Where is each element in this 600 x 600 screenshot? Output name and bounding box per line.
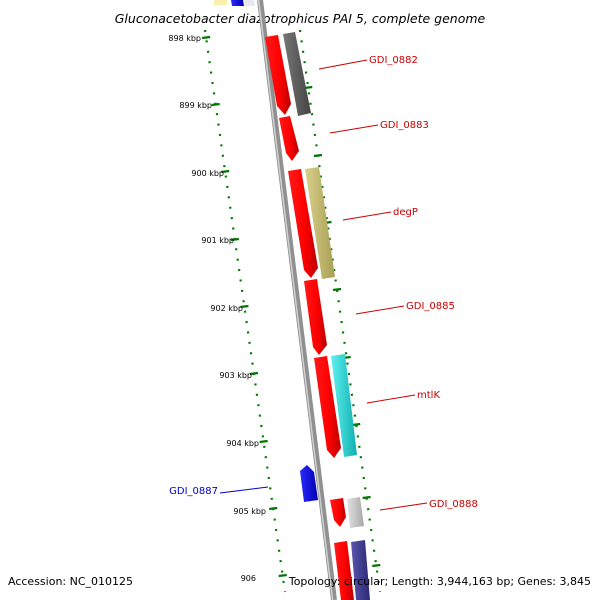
outer-major-tick-7 <box>372 563 381 568</box>
tick-label-906: 906 <box>241 574 256 583</box>
cog-bar-cyan <box>331 354 357 457</box>
gene-label-gdi0882[interactable]: GDI_0882 <box>369 55 418 66</box>
cog-bar-light-gray <box>347 497 364 528</box>
outer-major-tick-1 <box>313 153 323 158</box>
gene-label-gdi0887[interactable]: GDI_0887 <box>169 486 218 497</box>
major-tick-1 <box>211 102 220 107</box>
feature-top-yellow <box>214 0 227 5</box>
gene-label-gdi0885[interactable]: GDI_0885 <box>406 301 455 312</box>
gene-gdi0887[interactable] <box>300 465 318 502</box>
feature-top-white <box>244 0 255 6</box>
major-tick-0 <box>202 35 211 40</box>
topology-summary: Topology: circular; Length: 3,944,163 bp… <box>288 575 591 588</box>
gene-label-mtlk[interactable]: mtlK <box>417 390 440 401</box>
mtlk-leader <box>366 394 416 404</box>
gene-gdi0885[interactable] <box>304 279 327 355</box>
cog-bar-navy <box>351 540 370 600</box>
major-tick-6 <box>259 439 268 444</box>
outer-major-tick-6 <box>362 495 371 500</box>
gene-gdi0888[interactable] <box>330 498 346 527</box>
accession-label: Accession: NC_010125 <box>8 575 134 588</box>
gdi0883-leader <box>329 124 379 134</box>
tick-label-905: 905 kbp <box>233 507 266 516</box>
backbone <box>257 0 337 600</box>
major-tick-2 <box>221 169 230 174</box>
gdi0882-leader <box>318 59 368 70</box>
tick-label-899: 899 kbp <box>179 101 212 110</box>
map-title: Gluconacetobacter diazotrophicus PAI 5, … <box>115 11 486 26</box>
outer-major-tick-3 <box>332 287 342 292</box>
major-tick-4 <box>240 304 249 309</box>
major-tick-3 <box>230 237 240 242</box>
tick-label-903: 903 kbp <box>219 371 252 380</box>
outer-major-tick-5 <box>352 422 361 427</box>
tick-label-901: 901 kbp <box>201 236 234 245</box>
degp-leader <box>342 211 392 221</box>
major-tick-7 <box>269 506 278 511</box>
tick-label-902: 902 kbp <box>210 304 243 313</box>
gene-label-degp[interactable]: degP <box>393 207 418 218</box>
gene-bottom-red <box>334 541 354 600</box>
tick-label-904: 904 kbp <box>226 439 259 448</box>
gdi0887-leader <box>219 486 269 494</box>
gene-gdi0883[interactable] <box>279 116 299 161</box>
gene-mtlk[interactable] <box>314 356 341 458</box>
gene-gdi0882[interactable] <box>265 35 291 115</box>
inner-tick-ring <box>203 29 287 593</box>
major-ticks <box>202 35 287 578</box>
gdi0885-leader <box>355 305 405 315</box>
gdi0888-leader <box>379 502 428 511</box>
tick-label-898: 898 kbp <box>168 34 201 43</box>
gene-label-gdi0883[interactable]: GDI_0883 <box>380 120 429 131</box>
major-tick-8 <box>278 573 287 578</box>
gene-degp[interactable] <box>288 169 318 278</box>
tick-label-900: 900 kbp <box>191 169 224 178</box>
major-tick-5 <box>249 371 259 376</box>
cog-bar-olive <box>305 167 335 279</box>
cog-bar-dark-gray <box>283 32 311 116</box>
gene-label-gdi0888[interactable]: GDI_0888 <box>429 499 478 510</box>
backbone-highlight <box>257 0 334 600</box>
feature-top-blue <box>231 0 244 6</box>
